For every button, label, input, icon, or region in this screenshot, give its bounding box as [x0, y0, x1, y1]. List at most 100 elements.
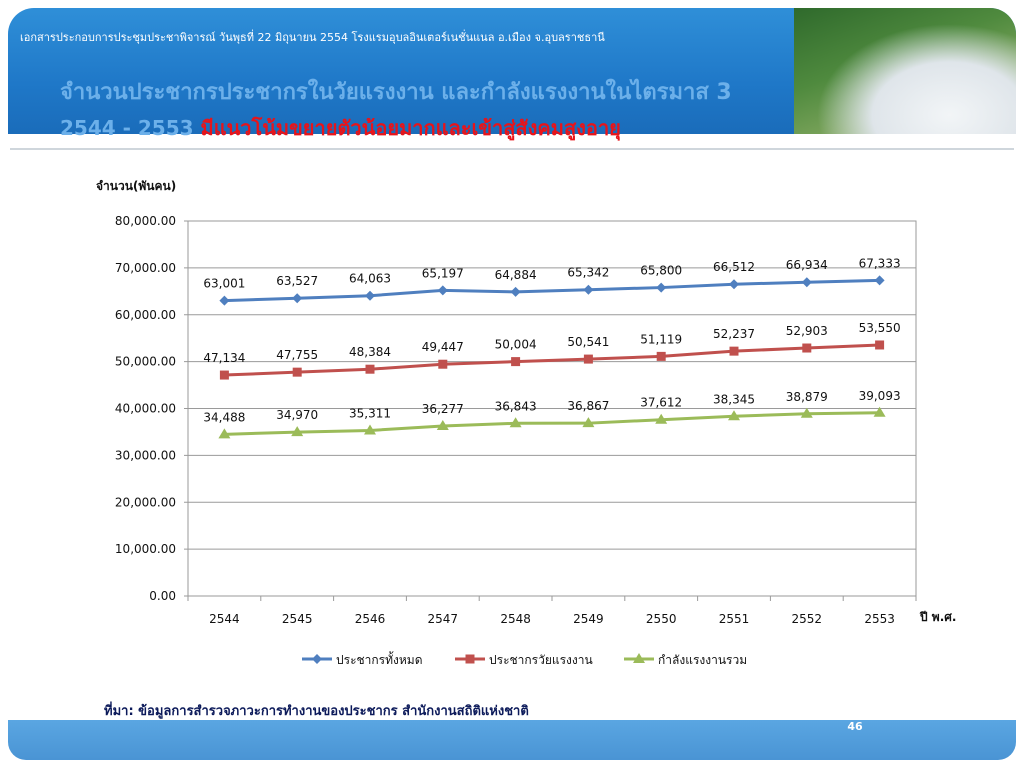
series-1-data-label: 66,512: [713, 260, 755, 274]
y-tick-label: 70,000.00: [115, 261, 176, 275]
series-1-data-label: 65,342: [567, 266, 609, 280]
x-tick-label: 2553: [864, 612, 895, 626]
header-plant-photo: [794, 8, 1016, 134]
series-1-data-label: 63,001: [203, 277, 245, 291]
series-line-3: [224, 411, 880, 436]
series-3-data-label: 36,867: [567, 399, 609, 413]
series-3-point: [655, 413, 668, 424]
header-band: เอกสารประกอบการประชุมประชาพิจารณ์ วันพุธ…: [8, 8, 1016, 134]
series-1-point: [292, 293, 303, 304]
series-2-point: [511, 357, 521, 367]
series-3-data-label: 38,879: [786, 390, 828, 404]
legend-label-3: กำลังแรงงานรวม: [658, 653, 747, 667]
line-chart: 0.00 10,000.00 20,000.00 30,000.00 40,000.00…: [96, 179, 956, 667]
title-divider: [10, 148, 1014, 150]
y-axis-title: จำนวน(พันคน): [96, 179, 176, 193]
series-2-data-label: 53,550: [859, 321, 901, 335]
series-1-data-label: 65,800: [640, 264, 682, 278]
page-number: 46: [847, 720, 863, 733]
series-1-data-label: 64,063: [349, 272, 391, 286]
series-2-point: [292, 367, 302, 377]
y-tick-label: 30,000.00: [115, 448, 176, 462]
series-1-point: [365, 290, 375, 301]
x-tick-label: 2546: [355, 612, 386, 626]
x-tick-label: 2549: [573, 612, 604, 626]
series-3-data-label: 37,612: [640, 396, 682, 410]
legend-label-1: ประชากรทั้งหมด: [336, 651, 422, 667]
x-tick-label: 2548: [500, 612, 531, 626]
series-2-point: [656, 351, 666, 361]
series-2-point: [802, 343, 812, 353]
series-3-point: [364, 424, 376, 435]
source-note: ที่มา: ข้อมูลการสำรวจภาวะการทำงานของประช…: [104, 704, 529, 719]
series-2-point: [875, 340, 885, 350]
slide-title-trend-text: มีแนวโน้มขยายตัวน้อยมากและเข้าสู่สังคมสู…: [200, 116, 621, 140]
series-3-point: [728, 410, 740, 421]
series-1-point: [801, 277, 812, 288]
series-1-data-label: 65,197: [422, 266, 464, 280]
series-1-point: [437, 285, 448, 296]
x-tick-label: 2550: [646, 612, 677, 626]
series-3-data-label: 34,970: [276, 408, 318, 422]
series-2-data-label: 47,134: [203, 351, 245, 365]
series-3-point: [582, 417, 595, 428]
slide-title-line-2: 2544 - 2553 มีแนวโน้มขยายตัวน้อยมากและเข…: [60, 112, 621, 144]
series-2-data-label: 48,384: [349, 345, 391, 359]
y-tick-label: 60,000.00: [115, 308, 176, 322]
series-3-point: [218, 428, 231, 439]
series-2-data-label: 52,903: [786, 324, 828, 338]
series-line-1: [224, 278, 880, 303]
series-3-data-label: 36,843: [495, 399, 537, 413]
series-line-2: [224, 343, 880, 377]
series-3-point: [436, 419, 449, 430]
series-1-point: [729, 279, 739, 290]
legend-marker-3: [633, 653, 645, 663]
header-caption: เอกสารประกอบการประชุมประชาพิจารณ์ วันพุธ…: [20, 31, 605, 44]
series-3-data-label: 36,277: [422, 402, 464, 416]
series-3-point: [509, 417, 522, 428]
y-tick-label: 80,000.00: [115, 214, 176, 228]
series-1-point: [874, 275, 885, 286]
series-3-point: [291, 426, 304, 437]
series-2-data-label: 50,004: [495, 338, 537, 352]
series-2-data-label: 52,237: [713, 327, 755, 341]
series-1-data-label: 66,934: [786, 258, 828, 272]
series-1-data-label: 64,884: [495, 268, 537, 282]
series-2-data-label: 47,755: [276, 348, 318, 362]
series-3-point: [873, 406, 886, 417]
series-1-point: [219, 295, 230, 306]
legend-label-2: ประชากรวัยแรงงาน: [489, 653, 593, 667]
x-tick-label: 2544: [209, 612, 240, 626]
series-2-data-label: 50,541: [567, 335, 609, 349]
series-2-data-label: 51,119: [640, 332, 682, 346]
slide-title-year-range: 2544 - 2553: [60, 116, 194, 140]
x-axis-title: ปี พ.ศ.: [919, 610, 956, 624]
series-1-point: [510, 286, 521, 297]
series-3-point: [800, 407, 813, 418]
series-3-data-label: 34,488: [203, 410, 245, 424]
y-tick-label: 40,000.00: [115, 402, 176, 416]
footer-band: [8, 720, 1016, 760]
legend-marker-1: [312, 654, 322, 664]
legend-marker-2: [465, 654, 475, 664]
x-tick-label: 2545: [282, 612, 313, 626]
series-2-point: [583, 354, 593, 364]
series-2-point: [438, 359, 448, 369]
series-2-point: [729, 346, 739, 356]
series-2-point: [365, 364, 375, 374]
y-tick-label: 20,000.00: [115, 495, 176, 509]
slide-title-line-1: จำนวนประชากรประชากรในวัยแรงงาน และกำลังแ…: [60, 80, 732, 105]
series-3-data-label: 38,345: [713, 392, 755, 406]
series-3-data-label: 35,311: [349, 406, 391, 420]
x-tick-label: 2551: [719, 612, 750, 626]
x-tick-label: 2552: [792, 612, 823, 626]
y-tick-label: 10,000.00: [115, 542, 176, 556]
series-1-data-label: 63,527: [276, 274, 318, 288]
series-2-point: [219, 370, 229, 380]
y-tick-label: 0.00: [149, 589, 176, 603]
y-tick-label: 50,000.00: [115, 355, 176, 369]
series-2-data-label: 49,447: [422, 340, 464, 354]
series-1-point: [583, 284, 594, 295]
series-1-point: [656, 282, 667, 293]
series-1-data-label: 67,333: [859, 256, 901, 270]
